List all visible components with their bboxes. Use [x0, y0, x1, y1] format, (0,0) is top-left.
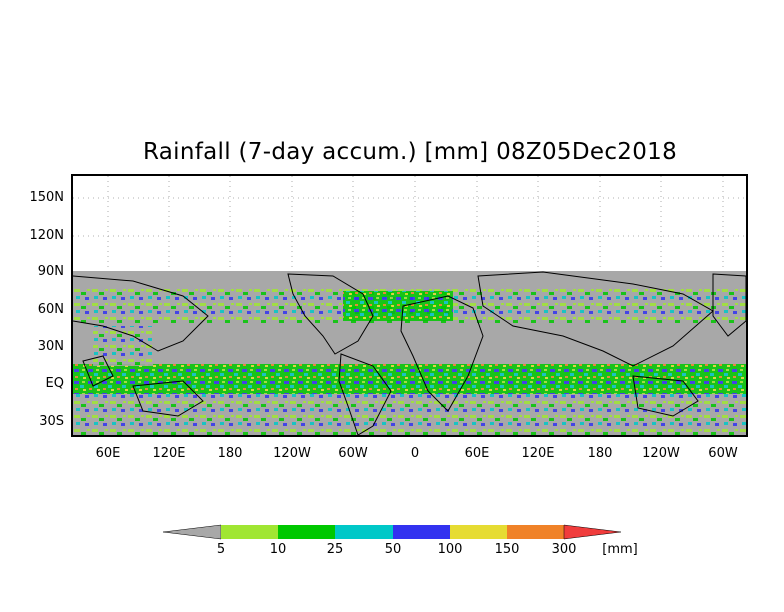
- x-tick-label: 60W: [338, 446, 368, 461]
- colorbar-segment: [450, 525, 507, 539]
- y-tick-label: 30S: [39, 414, 64, 429]
- colorbar-segment: [278, 525, 335, 539]
- continent-outline: [82, 355, 114, 387]
- colorbar-tick-label: 10: [269, 542, 287, 557]
- colorbar-segment: [221, 525, 278, 539]
- colorbar-below-triangle: [162, 524, 222, 540]
- x-tick-label: 60E: [464, 446, 490, 461]
- north-atlantic-rain: [343, 291, 453, 321]
- itcz-rain-band: [73, 364, 746, 394]
- colorbar-tick-label: 25: [326, 542, 344, 557]
- map-title: Rainfall (7-day accum.) [mm] 08Z05Dec201…: [143, 139, 677, 165]
- colorbar-tick-label: 150: [494, 542, 520, 557]
- x-tick-label: 120W: [642, 446, 680, 461]
- continent-outline: [338, 353, 392, 435]
- continent-outline: [73, 275, 209, 352]
- coastlines: [73, 271, 746, 435]
- y-tick-label: 150N: [29, 190, 64, 205]
- rainfall-field: [73, 288, 746, 435]
- colorbar-segment: [507, 525, 564, 539]
- y-tick-label: 30N: [37, 339, 64, 354]
- colorbar-above-triangle: [563, 524, 622, 540]
- x-tick-label: 60W: [708, 446, 738, 461]
- colorbar-tick-label: 100: [437, 542, 463, 557]
- x-tick-label: 120W: [273, 446, 311, 461]
- continent-outline: [632, 375, 699, 417]
- y-tick-label: 120N: [29, 228, 64, 243]
- southern-rain-band: [73, 394, 746, 435]
- y-tick-label: 60N: [37, 302, 64, 317]
- colorbar: [162, 524, 622, 540]
- x-tick-label: 60E: [95, 446, 121, 461]
- continent-outline: [132, 380, 204, 417]
- colorbar-segment: [393, 525, 450, 539]
- x-tick-label: 120E: [152, 446, 186, 461]
- y-tick-label: EQ: [45, 376, 64, 391]
- rainfall-map: [71, 174, 748, 437]
- colorbar-units: [mm]: [602, 542, 638, 557]
- continent-outline: [287, 273, 374, 355]
- y-tick-label: 90N: [37, 264, 64, 279]
- x-tick-label: 180: [217, 446, 243, 461]
- continent-outline: [400, 295, 484, 412]
- colorbar-segment: [335, 525, 393, 539]
- colorbar-tick-label: 50: [384, 542, 402, 557]
- continent-outline: [712, 273, 746, 337]
- colorbar-tick-label: 300: [551, 542, 577, 557]
- x-tick-label: 180: [587, 446, 613, 461]
- x-tick-label: 0: [410, 446, 420, 461]
- x-tick-label: 120E: [521, 446, 555, 461]
- indian-ocean-rain: [93, 326, 153, 366]
- colorbar-tick-label: 5: [216, 542, 226, 557]
- continent-outline: [477, 271, 714, 367]
- rainfall-map-canvas: [73, 176, 746, 435]
